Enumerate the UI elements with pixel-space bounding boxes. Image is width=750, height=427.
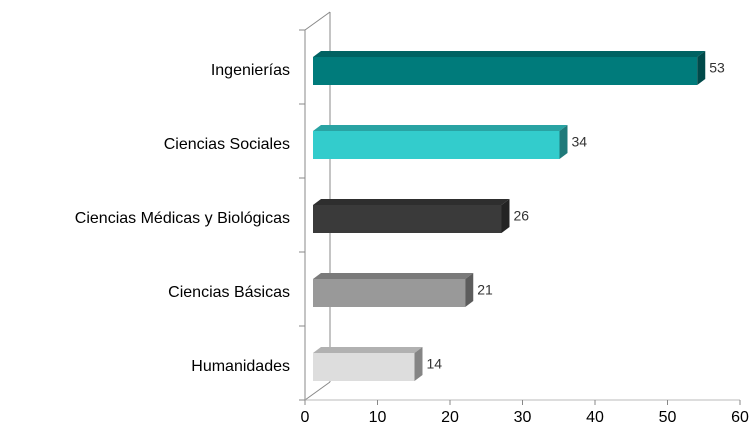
value-label: 14	[427, 356, 443, 372]
bar	[313, 131, 560, 159]
axis-wall	[304, 11, 331, 31]
value-label: 53	[709, 60, 725, 76]
x-tick-label: 40	[586, 409, 604, 426]
bar-side	[414, 347, 423, 381]
x-tick-label: 30	[514, 409, 532, 426]
bar-top	[313, 347, 423, 353]
bar-top	[313, 125, 568, 131]
bar	[313, 279, 466, 307]
axis-wall	[304, 381, 331, 401]
x-tick-label: 10	[369, 409, 387, 426]
y-tick-label: Ciencias Sociales	[164, 136, 290, 153]
bar-side	[559, 125, 568, 159]
y-tick-label: Ingenierías	[211, 62, 290, 79]
value-label: 26	[514, 208, 530, 224]
y-tick-label: Ciencias Básicas	[168, 284, 290, 301]
bar-side	[501, 199, 510, 233]
x-tick-label: 20	[441, 409, 459, 426]
bar-top	[313, 51, 706, 57]
bar	[313, 353, 415, 381]
bar	[313, 57, 698, 85]
x-tick-label: 50	[659, 409, 677, 426]
value-label: 21	[477, 282, 493, 298]
bar-top	[313, 273, 474, 279]
value-label: 34	[572, 134, 588, 150]
bar-side	[697, 51, 706, 85]
x-tick-label: 60	[731, 409, 749, 426]
bar	[313, 205, 502, 233]
bar-top	[313, 199, 510, 205]
bar-side	[465, 273, 474, 307]
y-tick-label: Ciencias Médicas y Biológicas	[75, 210, 290, 227]
x-tick-label: 0	[301, 409, 310, 426]
y-tick-label: Humanidades	[191, 358, 290, 375]
